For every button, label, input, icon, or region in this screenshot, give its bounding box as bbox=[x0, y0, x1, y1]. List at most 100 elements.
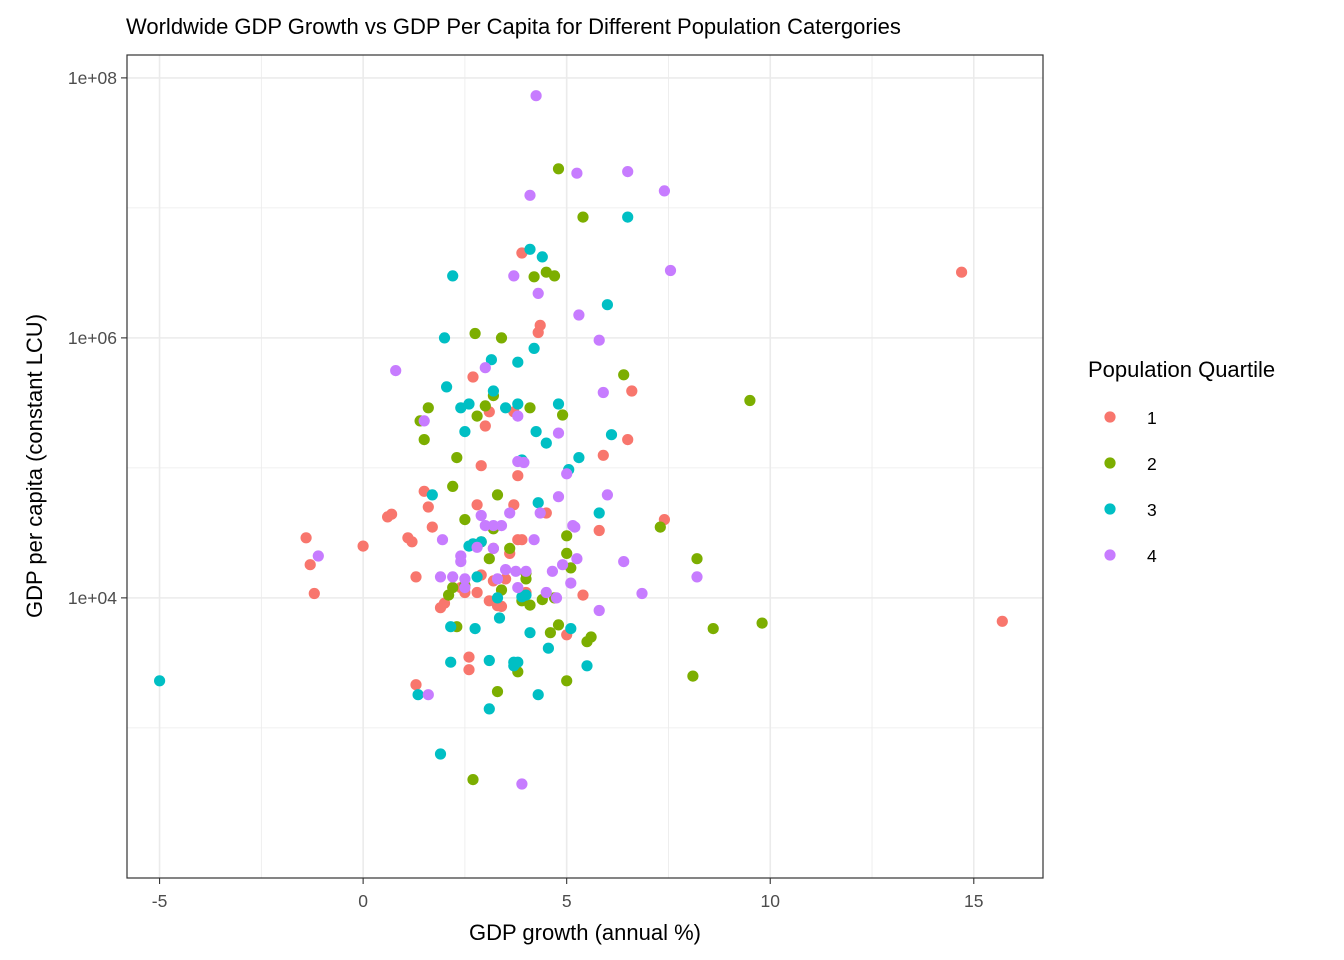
data-point-series-2 bbox=[447, 582, 459, 594]
x-tick-label: -5 bbox=[152, 891, 168, 911]
data-point-series-2 bbox=[618, 369, 630, 381]
data-point-series-2 bbox=[687, 670, 699, 682]
data-point-series-3 bbox=[434, 748, 447, 760]
data-point-series-1 bbox=[475, 460, 487, 472]
data-point-series-3 bbox=[445, 621, 457, 633]
data-point-series-1 bbox=[597, 449, 609, 461]
data-point-series-1 bbox=[626, 385, 638, 397]
data-point-series-4 bbox=[618, 556, 630, 568]
data-point-series-4 bbox=[561, 468, 573, 480]
data-point-series-3 bbox=[532, 689, 544, 701]
data-point-series-3 bbox=[493, 612, 506, 624]
data-point-series-4 bbox=[550, 592, 563, 604]
data-point-series-2 bbox=[544, 627, 557, 639]
y-tick-label: 1e+08 bbox=[68, 68, 117, 88]
data-point-series-4 bbox=[479, 362, 491, 374]
data-point-series-4 bbox=[557, 559, 569, 571]
x-tick-label: 5 bbox=[562, 891, 572, 911]
data-point-series-3 bbox=[445, 656, 457, 668]
y-tick-label: 1e+04 bbox=[68, 588, 117, 608]
data-point-series-1 bbox=[386, 508, 398, 520]
data-point-series-3 bbox=[552, 398, 565, 410]
data-point-series-4 bbox=[500, 564, 512, 576]
data-point-series-2 bbox=[577, 211, 589, 223]
plot-panel bbox=[126, 54, 1044, 879]
data-points bbox=[154, 90, 1008, 790]
data-point-series-3 bbox=[573, 452, 585, 464]
data-point-series-1 bbox=[516, 534, 528, 546]
data-point-series-1 bbox=[467, 371, 479, 383]
data-point-series-4 bbox=[565, 577, 577, 589]
data-point-series-2 bbox=[467, 774, 479, 786]
data-point-series-4 bbox=[510, 565, 522, 577]
data-point-series-4 bbox=[524, 189, 536, 201]
data-point-series-4 bbox=[504, 507, 516, 519]
data-point-series-3 bbox=[622, 211, 634, 223]
data-point-series-4 bbox=[658, 185, 671, 197]
data-point-series-4 bbox=[636, 587, 648, 600]
data-point-series-4 bbox=[475, 509, 487, 522]
data-point-series-4 bbox=[312, 550, 324, 562]
data-point-series-1 bbox=[471, 586, 483, 599]
legend-title: Population Quartile bbox=[1088, 357, 1275, 382]
data-point-series-3 bbox=[593, 507, 605, 519]
data-point-series-3 bbox=[530, 426, 542, 438]
data-point-series-2 bbox=[422, 402, 434, 414]
data-point-series-3 bbox=[441, 381, 453, 393]
data-point-series-4 bbox=[518, 456, 530, 469]
data-point-series-4 bbox=[534, 507, 546, 519]
data-point-series-4 bbox=[622, 166, 634, 178]
data-point-series-3 bbox=[426, 489, 438, 501]
data-point-series-1 bbox=[479, 420, 491, 432]
data-point-series-1 bbox=[534, 319, 546, 331]
data-point-series-1 bbox=[512, 470, 524, 482]
legend-swatch-3 bbox=[1104, 503, 1116, 515]
data-point-series-4 bbox=[573, 309, 585, 321]
data-point-series-1 bbox=[500, 573, 512, 585]
data-point-series-4 bbox=[455, 556, 467, 568]
data-point-series-1 bbox=[422, 501, 434, 513]
data-point-series-2 bbox=[504, 542, 516, 555]
data-point-series-4 bbox=[447, 571, 459, 583]
legend-label-4: 4 bbox=[1147, 546, 1157, 566]
data-point-series-3 bbox=[524, 627, 536, 639]
legend-label-2: 2 bbox=[1147, 454, 1157, 474]
data-point-series-4 bbox=[571, 553, 583, 565]
data-point-series-2 bbox=[552, 163, 565, 175]
data-point-series-4 bbox=[390, 365, 402, 377]
data-point-series-4 bbox=[691, 571, 703, 583]
data-point-series-4 bbox=[471, 541, 483, 553]
data-point-series-4 bbox=[491, 573, 504, 585]
data-point-series-2 bbox=[552, 619, 565, 631]
x-tick-label: 10 bbox=[761, 891, 781, 911]
data-point-series-3 bbox=[447, 270, 459, 282]
x-axis-title: GDP growth (annual %) bbox=[469, 920, 701, 945]
data-point-series-1 bbox=[426, 521, 438, 533]
data-point-series-2 bbox=[418, 434, 430, 446]
data-point-series-3 bbox=[532, 497, 544, 509]
data-point-series-4 bbox=[597, 386, 609, 399]
legend-label-3: 3 bbox=[1147, 500, 1157, 520]
x-tick-label: 0 bbox=[358, 891, 368, 911]
data-point-series-4 bbox=[546, 565, 559, 577]
data-point-series-2 bbox=[491, 686, 504, 698]
data-point-series-2 bbox=[561, 530, 573, 542]
data-point-series-1 bbox=[406, 536, 418, 548]
data-point-series-2 bbox=[561, 675, 573, 687]
data-point-series-4 bbox=[418, 415, 430, 427]
data-point-series-3 bbox=[463, 398, 475, 410]
data-point-series-3 bbox=[605, 429, 618, 441]
data-point-series-4 bbox=[664, 264, 677, 277]
data-point-series-4 bbox=[552, 491, 565, 503]
data-point-series-1 bbox=[956, 266, 968, 278]
data-point-series-1 bbox=[593, 524, 605, 537]
data-point-series-2 bbox=[561, 547, 573, 560]
data-point-series-4 bbox=[436, 534, 449, 546]
data-point-series-3 bbox=[581, 660, 593, 672]
y-axis: 1e+04 1e+06 1e+08 bbox=[68, 68, 127, 608]
data-point-series-3 bbox=[438, 332, 451, 344]
data-point-series-2 bbox=[459, 514, 471, 526]
data-point-series-3 bbox=[542, 642, 555, 654]
data-point-series-4 bbox=[552, 427, 565, 439]
data-point-series-2 bbox=[491, 489, 504, 501]
